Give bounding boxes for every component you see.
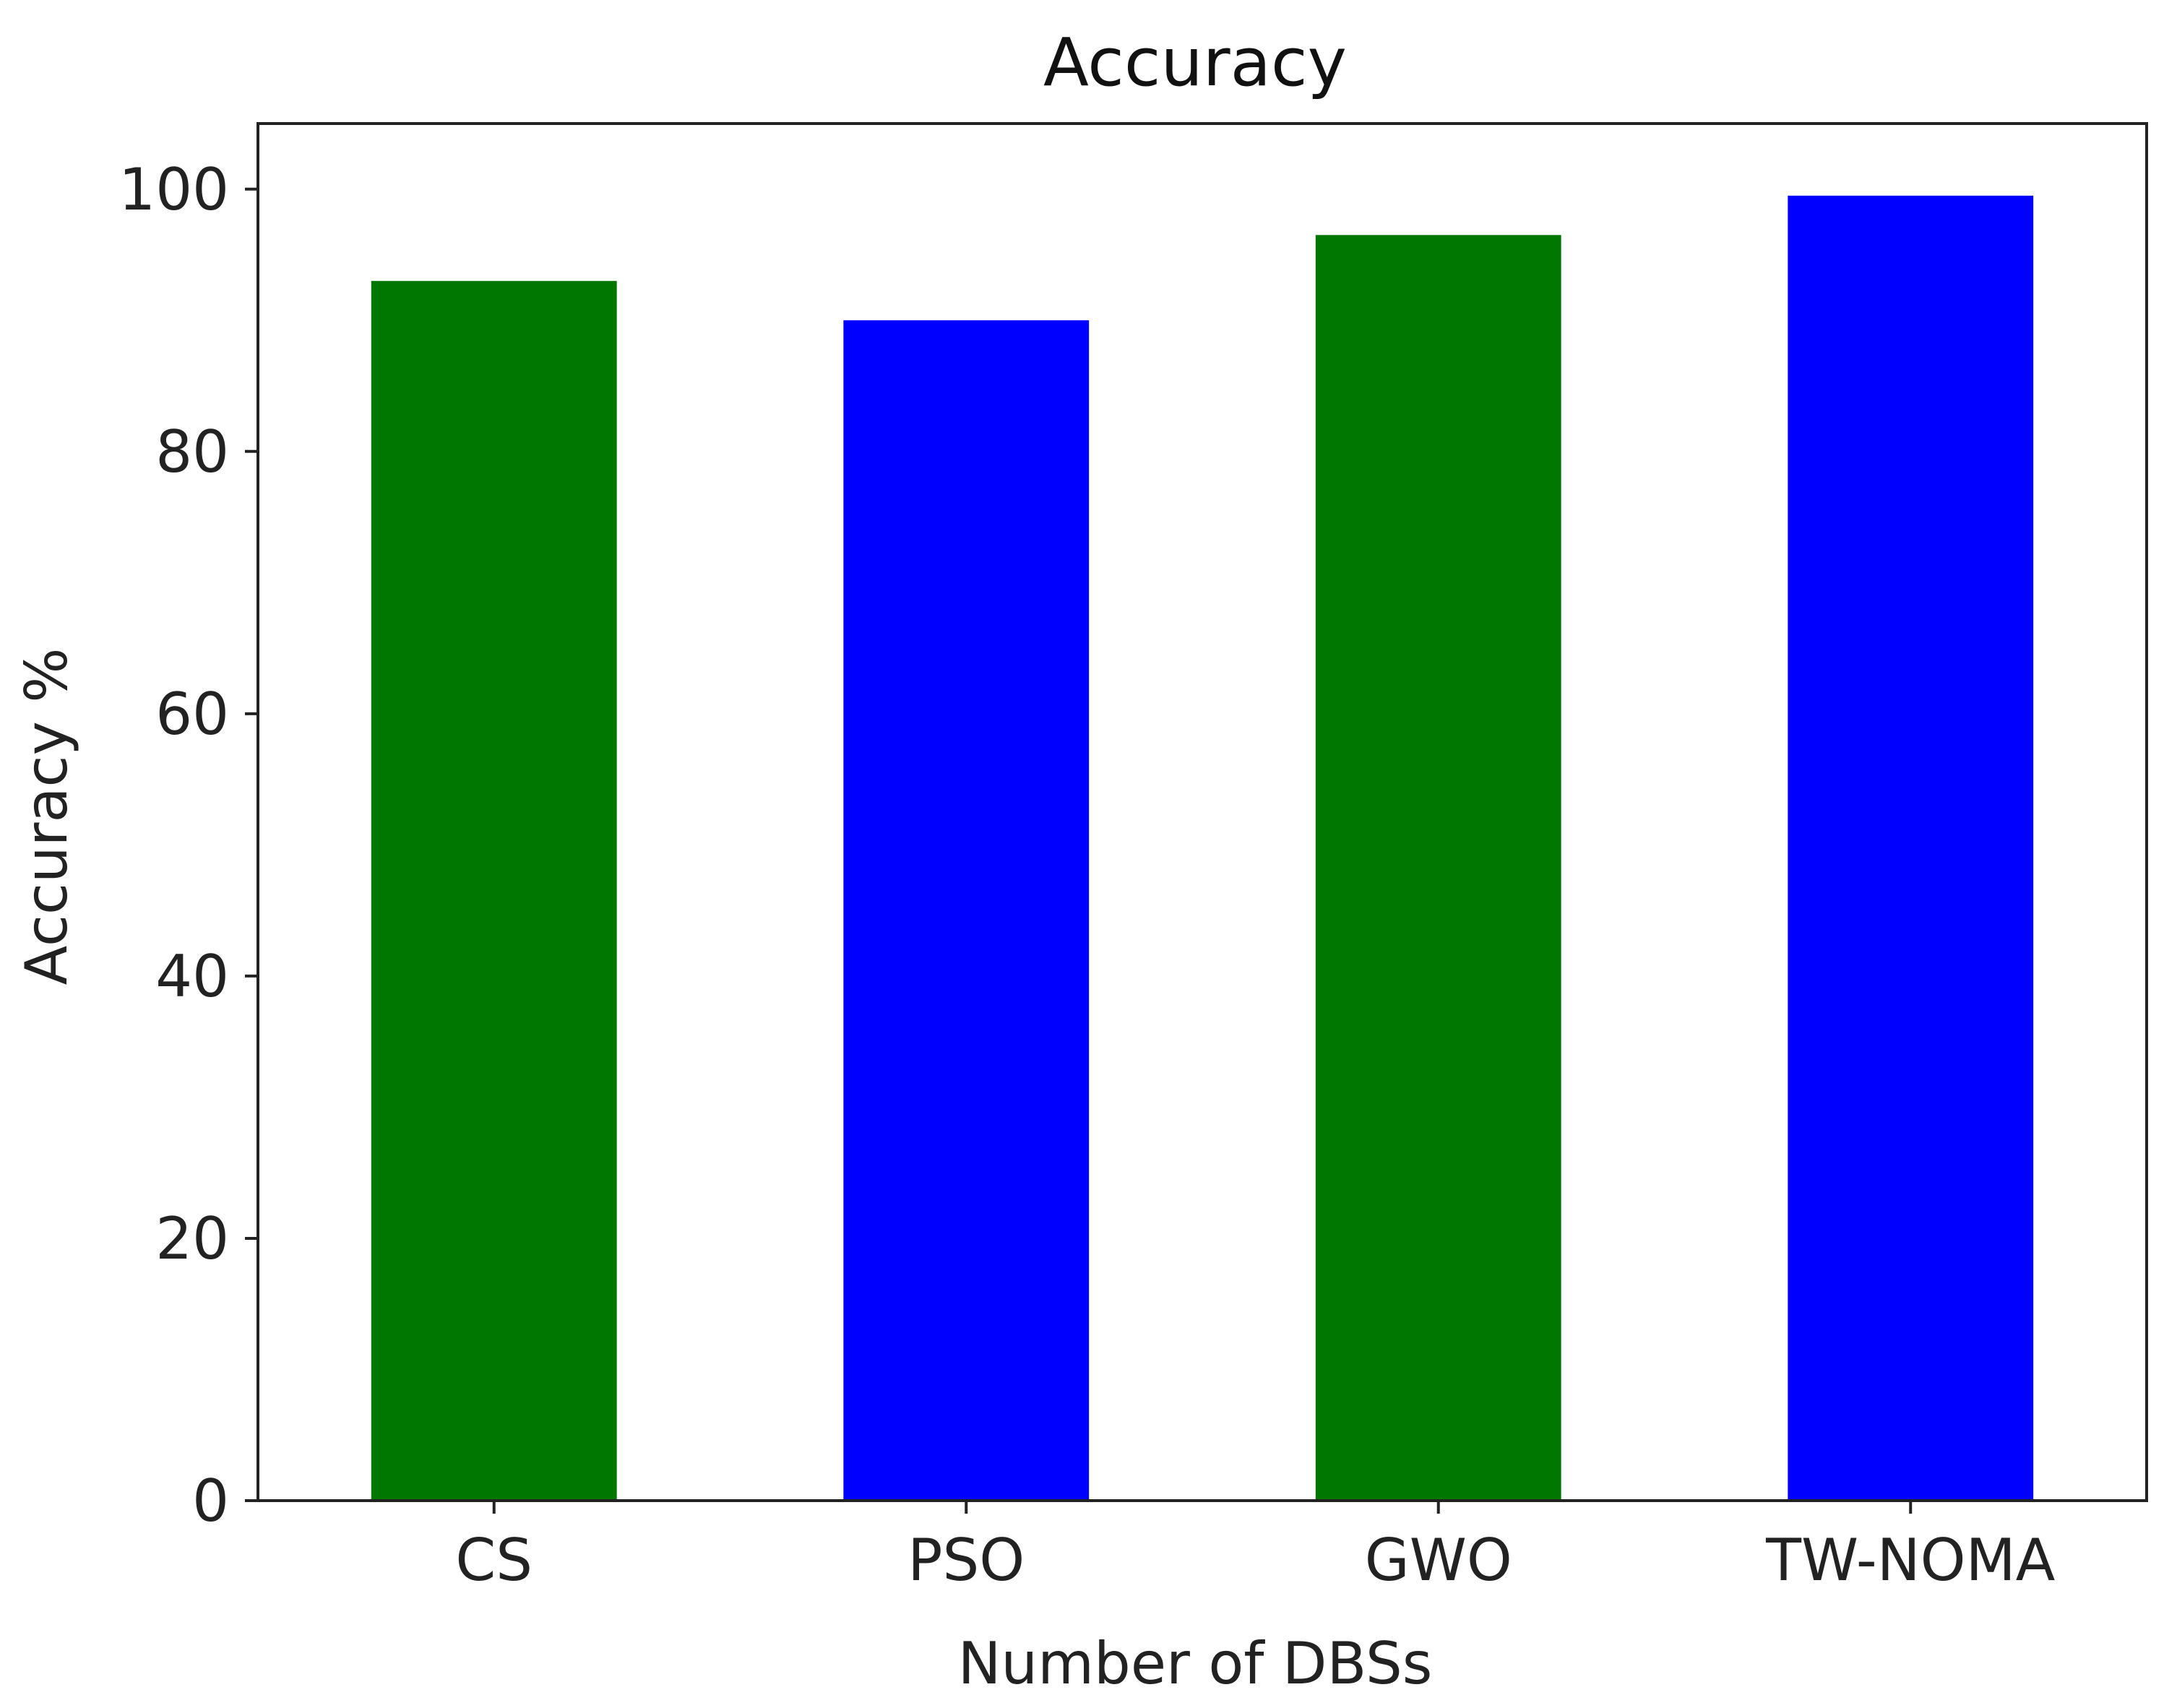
chart-title: Accuracy [1043,24,1347,101]
x-axis: CS PSO GWO TW-NOMA [455,1501,2056,1594]
y-tick-label: 40 [155,943,229,1010]
bar-cs [371,280,617,1501]
y-axis: 0 20 40 60 80 100 [118,156,258,1535]
x-tick-label: CS [455,1527,533,1594]
x-axis-label: Number of DBSs [958,1630,1433,1697]
y-tick-label: 80 [155,418,229,486]
bar-tw-noma [1788,195,2034,1501]
y-tick-label: 60 [155,681,229,748]
bar-pso [843,320,1090,1501]
bar-gwo [1315,235,1561,1501]
y-tick-label: 100 [118,156,229,223]
y-tick-label: 0 [192,1467,229,1535]
y-tick-label: 20 [155,1205,229,1272]
x-tick-label: TW-NOMA [1765,1527,2055,1594]
bars-layer [371,195,2034,1501]
y-axis-label: Accuracy % [13,648,80,985]
x-tick-label: PSO [908,1527,1025,1594]
x-tick-label: GWO [1365,1527,1512,1594]
plot-frame [257,122,2148,1502]
